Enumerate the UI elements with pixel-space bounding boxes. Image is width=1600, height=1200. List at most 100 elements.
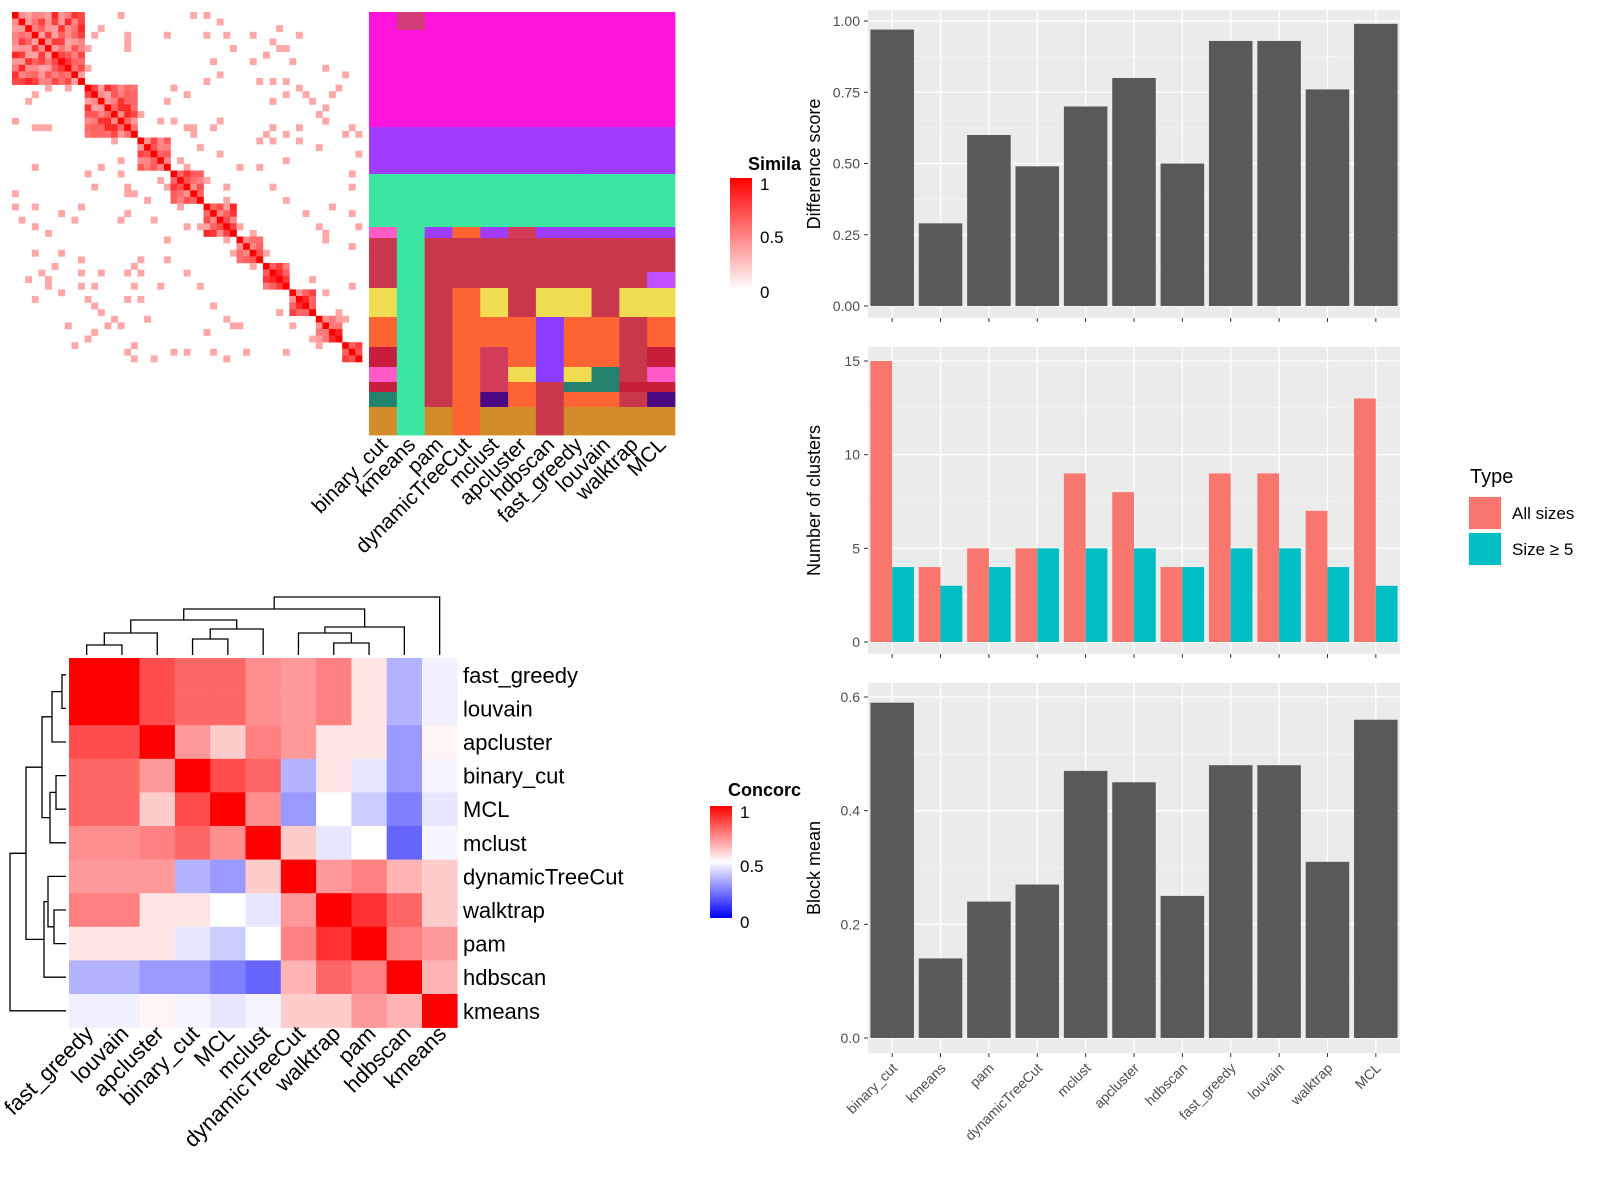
x-tick-label: binary_cut (843, 1060, 900, 1117)
similarity-cell (18, 18, 26, 26)
cluster-cell (647, 288, 676, 318)
similarity-cell (137, 256, 145, 264)
similarity-cell (269, 262, 277, 270)
similarity-cell (91, 104, 99, 112)
similarity-cell (144, 196, 151, 204)
similarity-cell (78, 45, 85, 52)
concordance-cell (245, 893, 282, 928)
similarity-cell (25, 31, 33, 39)
similarity-cell (84, 117, 92, 125)
similarity-cell (117, 157, 125, 165)
similarity-cell (183, 170, 191, 178)
similarity-cell (45, 84, 52, 92)
similarity-cell (117, 117, 125, 125)
similarity-cell (328, 91, 336, 99)
concordance-cell (139, 725, 176, 760)
similarity-cell (78, 71, 85, 79)
similarity-cell (210, 124, 218, 132)
concordance-legend-bar (710, 806, 732, 918)
cluster-cell (647, 392, 676, 408)
similarity-cell (45, 31, 52, 39)
similarity-cell (58, 71, 66, 79)
similarity-cell (84, 64, 92, 72)
similarity-cell (150, 137, 158, 145)
similarity-cell (58, 18, 66, 26)
similarity-cell (177, 203, 184, 211)
similarity-cell (137, 137, 145, 145)
similarity-cell (196, 196, 204, 204)
similarity-cell (150, 157, 158, 165)
similarity-cell (342, 342, 350, 350)
concordance-cell (386, 792, 423, 827)
similarity-cell (64, 12, 72, 19)
cluster-cell (452, 392, 481, 408)
cluster-cell (369, 382, 398, 393)
similarity-cell (124, 210, 132, 218)
similarity-legend: Simila 1 0.5 0 (730, 154, 802, 302)
similarity-cell (249, 229, 257, 237)
similarity-cell (18, 25, 26, 33)
bar-all-sizes (1354, 398, 1376, 642)
similarity-cell (190, 130, 198, 138)
y-tick-label: 15 (844, 353, 860, 369)
bar-size-ge-5 (892, 567, 914, 642)
similarity-cell (322, 236, 330, 244)
similarity-cell (12, 12, 19, 19)
concordance-cell (245, 792, 282, 827)
concordance-cell (104, 859, 140, 894)
bar (1160, 895, 1205, 1038)
similarity-cell (91, 302, 99, 310)
cluster-cell (591, 382, 620, 393)
concordance-cell (69, 725, 105, 760)
dendrogram-link (9, 852, 66, 1012)
cluster-cell (535, 12, 565, 106)
concordance-cell (210, 725, 246, 760)
bar (1063, 106, 1108, 306)
dendrogram-link (49, 791, 66, 844)
bar (870, 29, 914, 307)
similarity-cell (71, 25, 79, 33)
similarity-cell (18, 216, 26, 224)
cluster-cell (508, 382, 537, 393)
similarity-cell (335, 335, 343, 343)
cluster-cell (480, 288, 509, 318)
bar (1015, 166, 1060, 306)
y-tick-label: 0.4 (841, 803, 861, 819)
similarity-cell (342, 130, 350, 138)
similarity-cell (295, 302, 303, 310)
cluster-cell (563, 288, 592, 318)
similarity-cell (31, 51, 39, 59)
similarity-cell (38, 269, 46, 277)
similarity-cell (289, 322, 297, 330)
similarity-cell (295, 289, 303, 297)
similarity-cell (203, 229, 211, 237)
similarity-cell (144, 150, 151, 158)
cluster-cell (452, 347, 481, 368)
cluster-cell (535, 407, 565, 436)
similarity-cell (78, 282, 85, 290)
x-tick-label: kmeans (903, 1060, 949, 1106)
similarity-cell (104, 111, 112, 118)
y-tick-label: 1.00 (833, 13, 860, 29)
x-tick-label: walktrap (1287, 1060, 1336, 1109)
similarity-cell (170, 170, 178, 178)
similarity-cell (130, 355, 138, 363)
bar-all-sizes (1015, 548, 1038, 642)
similarity-cell (269, 269, 277, 277)
similarity-cell (144, 144, 151, 151)
concordance-cell (351, 926, 387, 961)
cluster-cell (591, 238, 620, 289)
similarity-cell (31, 223, 39, 231)
similarity-cell (12, 190, 19, 198)
similarity-cell (25, 64, 33, 72)
similarity-heatmap (12, 12, 363, 363)
concordance-cell (174, 658, 211, 692)
similarity-cell (117, 322, 125, 330)
concordance-cell (422, 960, 458, 995)
cluster-cell (396, 227, 426, 239)
similarity-cell (163, 144, 171, 151)
similarity-cell (58, 289, 66, 297)
similarity-cell (58, 38, 66, 46)
dendrogram-link (86, 644, 123, 655)
similarity-cell (302, 91, 310, 99)
